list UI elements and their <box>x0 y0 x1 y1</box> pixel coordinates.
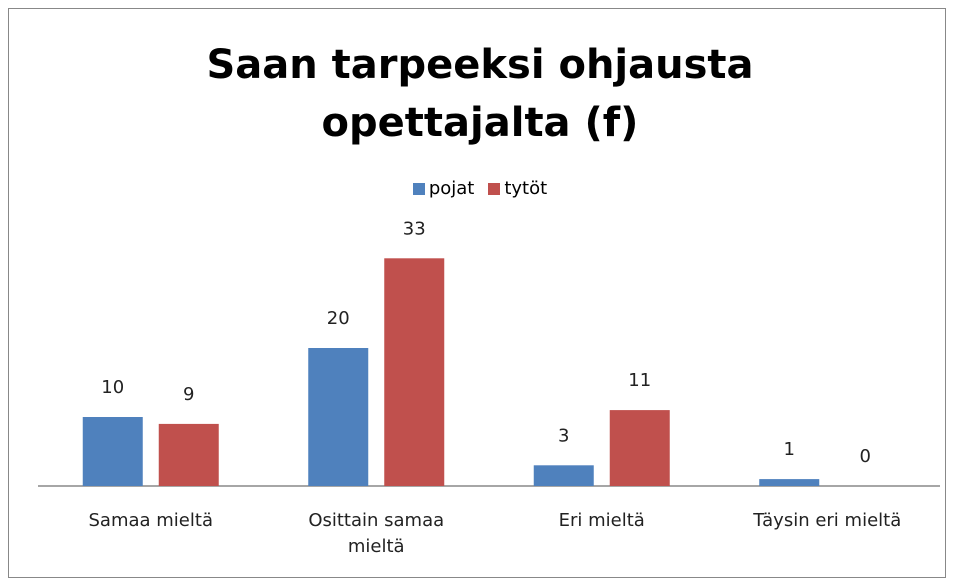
bar <box>308 348 369 486</box>
legend-label: tytöt <box>504 178 548 199</box>
legend-label: pojat <box>428 178 475 199</box>
legend-swatch <box>412 182 425 195</box>
value-label: 11 <box>628 370 651 391</box>
legend-item: tytöt <box>488 178 547 199</box>
value-label: 1 <box>784 439 795 460</box>
x-tick-label: Samaa mieltä <box>88 510 213 531</box>
value-label: 3 <box>558 425 569 446</box>
legend-swatch <box>488 182 501 195</box>
bar <box>533 465 594 486</box>
value-label: 20 <box>327 308 350 329</box>
value-label: 0 <box>860 446 871 467</box>
bar <box>609 410 670 486</box>
legend-item: pojat <box>412 178 475 199</box>
x-tick-label: Eri mieltä <box>558 510 645 531</box>
bar <box>158 423 219 486</box>
legend: pojat tytöt <box>0 178 960 199</box>
x-tick-label: Osittain samaa mieltä <box>308 510 445 557</box>
value-label: 9 <box>183 384 194 405</box>
value-label: 33 <box>403 218 426 239</box>
bar <box>384 258 445 486</box>
x-tick-label: Täysin eri mieltä <box>753 510 902 531</box>
chart-title: Saan tarpeeksi ohjausta opettajalta (f) <box>206 42 754 146</box>
bar <box>759 479 820 486</box>
chart-frame <box>8 8 946 578</box>
bar <box>82 417 143 486</box>
value-label: 10 <box>101 377 124 398</box>
